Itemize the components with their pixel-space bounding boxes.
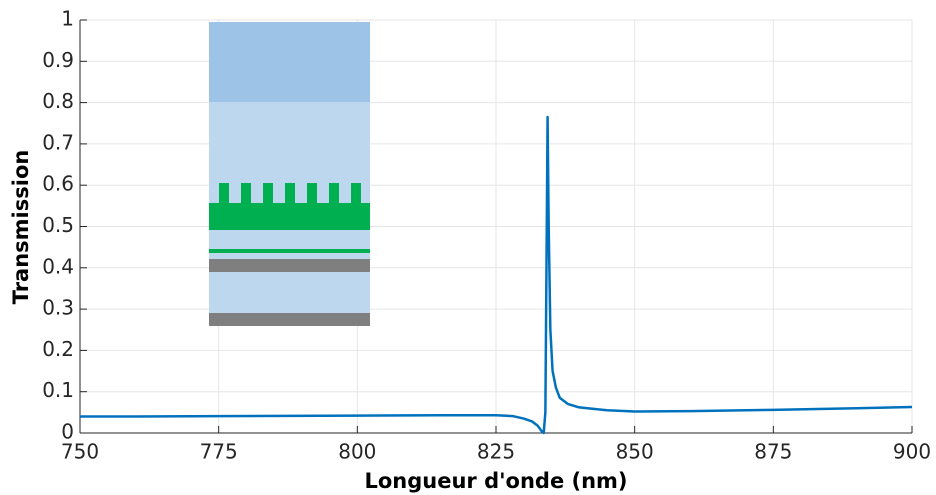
x-tick-label: 775	[200, 440, 238, 464]
y-tick-label: 0.1	[42, 378, 74, 402]
y-tick-label: 0.4	[42, 254, 74, 278]
x-tick-label: 800	[338, 440, 376, 464]
y-tick-label: 0.9	[42, 48, 74, 72]
data-line	[80, 115, 913, 435]
x-axis-label: Longueur d'onde (nm)	[364, 469, 627, 493]
x-tick-label: 850	[616, 440, 654, 464]
y-tick-label: 0.8	[42, 89, 74, 113]
x-tick-label: 900	[893, 440, 931, 464]
y-tick-label: 0.5	[42, 213, 74, 237]
y-tick-label: 0.6	[42, 172, 74, 196]
y-tick-label: 0.7	[42, 130, 74, 154]
y-tick-label: 0	[61, 420, 74, 444]
y-tick-label: 0.2	[42, 337, 74, 361]
y-axis-label: Transmission	[9, 150, 33, 305]
grid	[79, 19, 913, 434]
x-tick-label: 750	[61, 440, 99, 464]
y-tick-label: 1	[61, 7, 74, 31]
x-tick-label: 825	[477, 440, 515, 464]
y-tick-label: 0.3	[42, 296, 74, 320]
x-tick-label: 875	[754, 440, 792, 464]
inset-diagram	[209, 22, 370, 326]
